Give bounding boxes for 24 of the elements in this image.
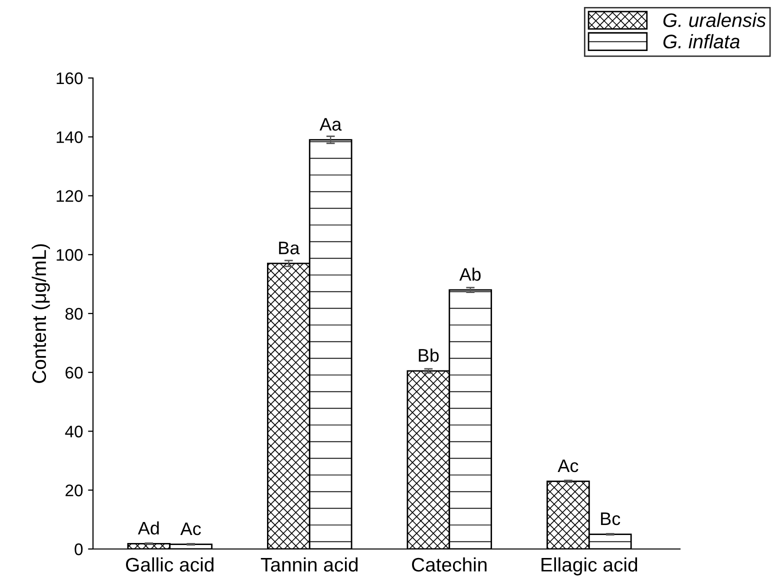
x-tick-label: Ellagic acid xyxy=(542,557,638,576)
x-tick-label: Tannin acid xyxy=(260,557,358,572)
y-tick-label: 0 xyxy=(74,543,83,556)
data-label: Aa xyxy=(320,118,342,131)
data-label: Ad xyxy=(138,521,159,535)
data-label: Ba xyxy=(279,242,300,254)
x-tick-label: Catechin xyxy=(412,557,487,572)
y-tick-label: 160 xyxy=(56,72,83,84)
y-tick-label: 140 xyxy=(56,131,83,144)
y-axis-title: Content (μg/mL) xyxy=(32,244,50,383)
y-tick-label: 60 xyxy=(66,366,83,379)
y-tick-label: 100 xyxy=(56,249,83,261)
legend-label: G. inflata xyxy=(663,34,740,48)
y-tick-label: 20 xyxy=(66,484,83,496)
x-tick-label: Gallic acid xyxy=(126,557,214,572)
data-label: Bc xyxy=(601,512,620,526)
data-label: Bb xyxy=(418,348,439,362)
y-tick-label: 40 xyxy=(65,426,83,438)
legend-label: G. uralensis xyxy=(663,12,766,28)
data-label: Ab xyxy=(459,268,481,281)
y-tick-label: 120 xyxy=(56,190,83,202)
data-label: Ac xyxy=(180,522,201,536)
y-tick-label: 80 xyxy=(65,308,83,320)
data-label: Ac xyxy=(558,460,578,472)
